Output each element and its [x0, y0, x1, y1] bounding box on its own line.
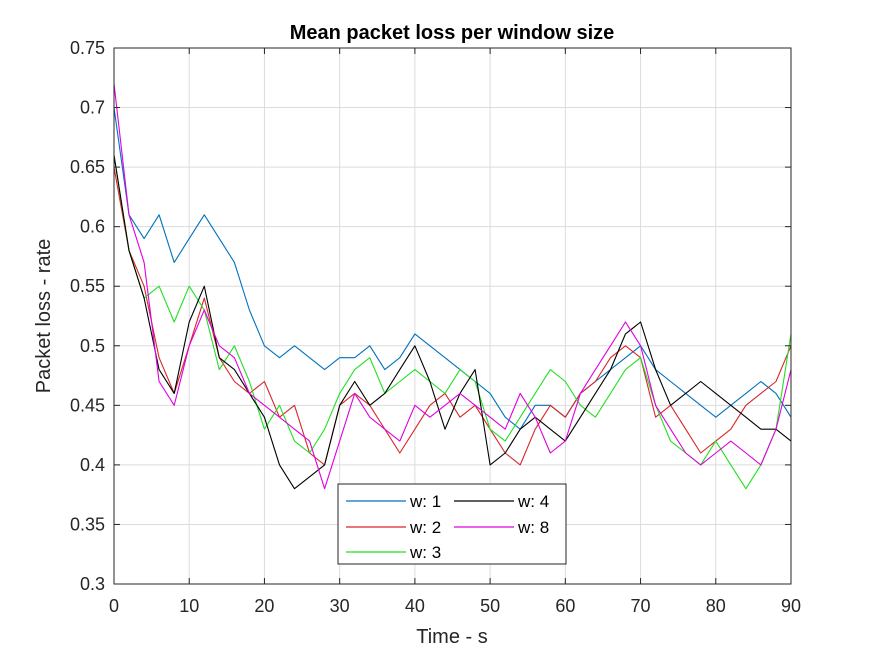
y-tick-label: 0.3 [80, 574, 105, 594]
x-tick-label: 90 [781, 596, 801, 616]
y-tick-label: 0.75 [70, 38, 105, 58]
x-tick-label: 60 [555, 596, 575, 616]
x-tick-label: 0 [109, 596, 119, 616]
y-tick-label: 0.55 [70, 276, 105, 296]
y-tick-label: 0.5 [80, 336, 105, 356]
series-line-2 [113, 167, 792, 466]
legend-label: w: 1 [409, 492, 441, 511]
x-tick-label: 20 [254, 596, 274, 616]
series-line-4 [113, 155, 792, 490]
x-tick-label: 70 [631, 596, 651, 616]
x-tick-label: 40 [405, 596, 425, 616]
x-tick-label: 80 [706, 596, 726, 616]
legend: w: 1 w: 2 w: 3 w: 4 w: 8 [337, 483, 567, 565]
x-tick-label: 10 [179, 596, 199, 616]
legend-box [337, 483, 567, 565]
legend-label: w: 4 [517, 492, 549, 511]
tick-labels: 0 10 20 30 40 50 60 70 80 90 0.3 0.35 0.4 0.45 0.5 0.55… [70, 38, 801, 616]
y-tick-label: 0.35 [70, 514, 105, 534]
plot-frame [113, 47, 792, 585]
legend-label: w: 3 [409, 543, 441, 562]
tick-marks [113, 47, 792, 585]
series-line-3 [113, 155, 792, 490]
y-tick-label: 0.4 [80, 455, 105, 475]
y-tick-label: 0.45 [70, 395, 105, 415]
x-tick-label: 50 [480, 596, 500, 616]
legend-label: w: 8 [517, 518, 549, 537]
chart-title: Mean packet loss per window size [290, 22, 615, 44]
series-layer [113, 83, 792, 490]
y-tick-label: 0.7 [80, 98, 105, 118]
legend-label: w: 2 [409, 518, 441, 537]
series-line-1 [113, 107, 792, 430]
series-line-5 [113, 83, 792, 490]
y-tick-label: 0.6 [80, 217, 105, 237]
x-axis-title: Time - s [416, 626, 487, 648]
x-tick-label: 30 [330, 596, 350, 616]
y-tick-label: 0.65 [70, 157, 105, 177]
y-axis-title: Packet loss - rate [33, 239, 55, 394]
